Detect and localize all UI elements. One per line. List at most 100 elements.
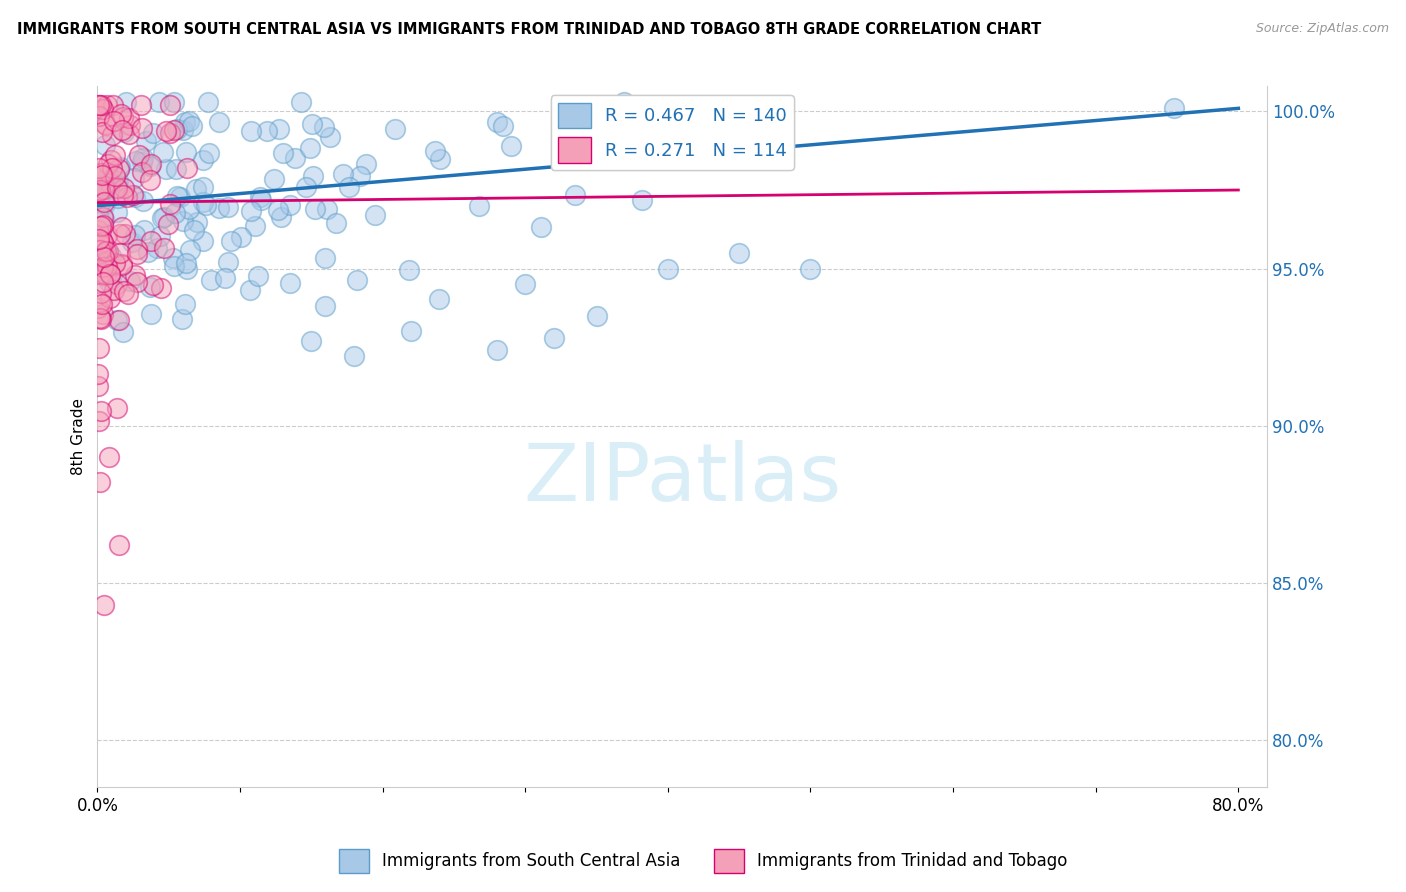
Point (356, 157, 378, 171)
Point (271, 145, 294, 160)
Point (96, 259, 118, 273)
Point (93, 250, 115, 264)
Point (87, 184, 110, 198)
Point (159, 126, 181, 140)
Point (165, 162, 187, 177)
Point (485, 115, 508, 129)
Point (100, 153, 122, 167)
Point (87, 98, 110, 112)
Point (278, 277, 301, 291)
Point (112, 326, 135, 340)
Point (101, 161, 124, 176)
Point (183, 223, 205, 237)
Point (105, 277, 128, 292)
Point (93, 210, 115, 224)
Point (94, 117, 117, 131)
Point (270, 210, 292, 224)
Point (96, 157, 118, 171)
Point (152, 145, 174, 160)
Point (468, 199, 491, 213)
Point (186, 182, 208, 196)
Text: IMMIGRANTS FROM SOUTH CENTRAL ASIA VS IMMIGRANTS FROM TRINIDAD AND TOBAGO 8TH GR: IMMIGRANTS FROM SOUTH CENTRAL ASIA VS IM… (17, 22, 1040, 37)
Point (89, 236, 111, 251)
Point (364, 208, 387, 222)
Point (399, 324, 422, 338)
Point (239, 284, 262, 298)
Point (162, 251, 184, 265)
Point (105, 205, 128, 219)
Point (492, 119, 515, 133)
Point (128, 148, 150, 162)
Point (229, 230, 252, 244)
Legend: R = 0.467   N = 140, R = 0.271   N = 114: R = 0.467 N = 140, R = 0.271 N = 114 (551, 95, 794, 170)
Point (191, 180, 214, 194)
Point (94, 137, 117, 152)
Point (90, 285, 112, 300)
Point (165, 206, 187, 220)
Point (176, 261, 198, 276)
Point (107, 401, 129, 416)
Point (267, 121, 290, 136)
Point (97, 450, 120, 464)
Point (93, 268, 115, 282)
Point (243, 219, 266, 233)
Point (93, 178, 115, 192)
Point (104, 148, 127, 162)
Point (89, 294, 111, 309)
Point (139, 307, 162, 321)
Point (172, 122, 194, 136)
Point (105, 181, 128, 195)
Point (100, 291, 122, 305)
Point (111, 110, 134, 124)
Point (191, 235, 214, 249)
Point (585, 309, 607, 323)
Point (97, 244, 120, 259)
Point (135, 134, 157, 148)
Point (256, 124, 278, 138)
Point (613, 95, 636, 109)
Point (139, 157, 162, 171)
Text: ZIPatlas: ZIPatlas (523, 440, 841, 517)
Point (181, 119, 204, 133)
Point (132, 222, 155, 236)
Point (299, 334, 322, 348)
Point (89, 161, 111, 175)
Point (89, 98, 111, 112)
Point (429, 152, 451, 166)
Point (131, 120, 153, 135)
Point (249, 189, 271, 203)
Point (93, 168, 115, 182)
Point (163, 122, 186, 136)
Point (107, 313, 129, 327)
Point (132, 194, 155, 208)
Point (332, 167, 354, 181)
Point (93, 185, 115, 199)
Point (94, 119, 117, 133)
Point (174, 297, 197, 311)
Point (163, 95, 186, 109)
Point (90, 234, 112, 248)
Point (349, 169, 371, 183)
Point (131, 98, 153, 112)
Point (250, 193, 273, 207)
Point (337, 180, 360, 194)
Point (87, 109, 110, 123)
Point (111, 258, 134, 272)
Point (150, 211, 173, 225)
Point (124, 153, 146, 168)
Point (138, 173, 160, 187)
Point (197, 146, 219, 161)
Point (100, 249, 122, 263)
Point (246, 269, 269, 284)
Point (302, 169, 325, 183)
Point (193, 195, 215, 210)
Point (318, 129, 340, 144)
Legend: Immigrants from South Central Asia, Immigrants from Trinidad and Tobago: Immigrants from South Central Asia, Immi… (332, 842, 1074, 880)
Point (91, 102, 114, 116)
Point (156, 218, 179, 232)
Point (103, 283, 125, 297)
Point (343, 350, 366, 364)
Point (398, 262, 420, 277)
Point (149, 229, 172, 244)
Point (91, 235, 114, 249)
